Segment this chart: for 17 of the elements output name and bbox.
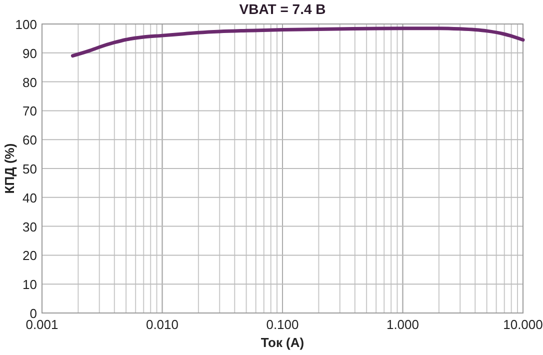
chart-title: VBAT = 7.4 В <box>239 1 326 17</box>
y-tick-label: 100 <box>15 17 37 32</box>
y-tick-label: 60 <box>22 132 37 148</box>
x-tick-label: 0.010 <box>146 317 179 332</box>
x-tick-label: 10.000 <box>503 317 543 332</box>
x-axis-title: Ток (А) <box>260 335 304 350</box>
y-tick-label: 80 <box>22 74 37 90</box>
y-tick-label: 30 <box>22 219 37 234</box>
y-tick-label: 90 <box>22 46 37 61</box>
y-tick-label: 70 <box>22 104 37 119</box>
y-axis-title: КПД (%) <box>2 143 17 194</box>
x-tick-label: 1.000 <box>386 317 420 332</box>
y-tick-label: 50 <box>22 162 37 176</box>
y-tick-label: 10 <box>22 277 37 292</box>
x-tick-label: 0.100 <box>266 317 299 332</box>
y-tick-label: 20 <box>22 248 37 264</box>
y-tick-label: 40 <box>22 190 37 206</box>
